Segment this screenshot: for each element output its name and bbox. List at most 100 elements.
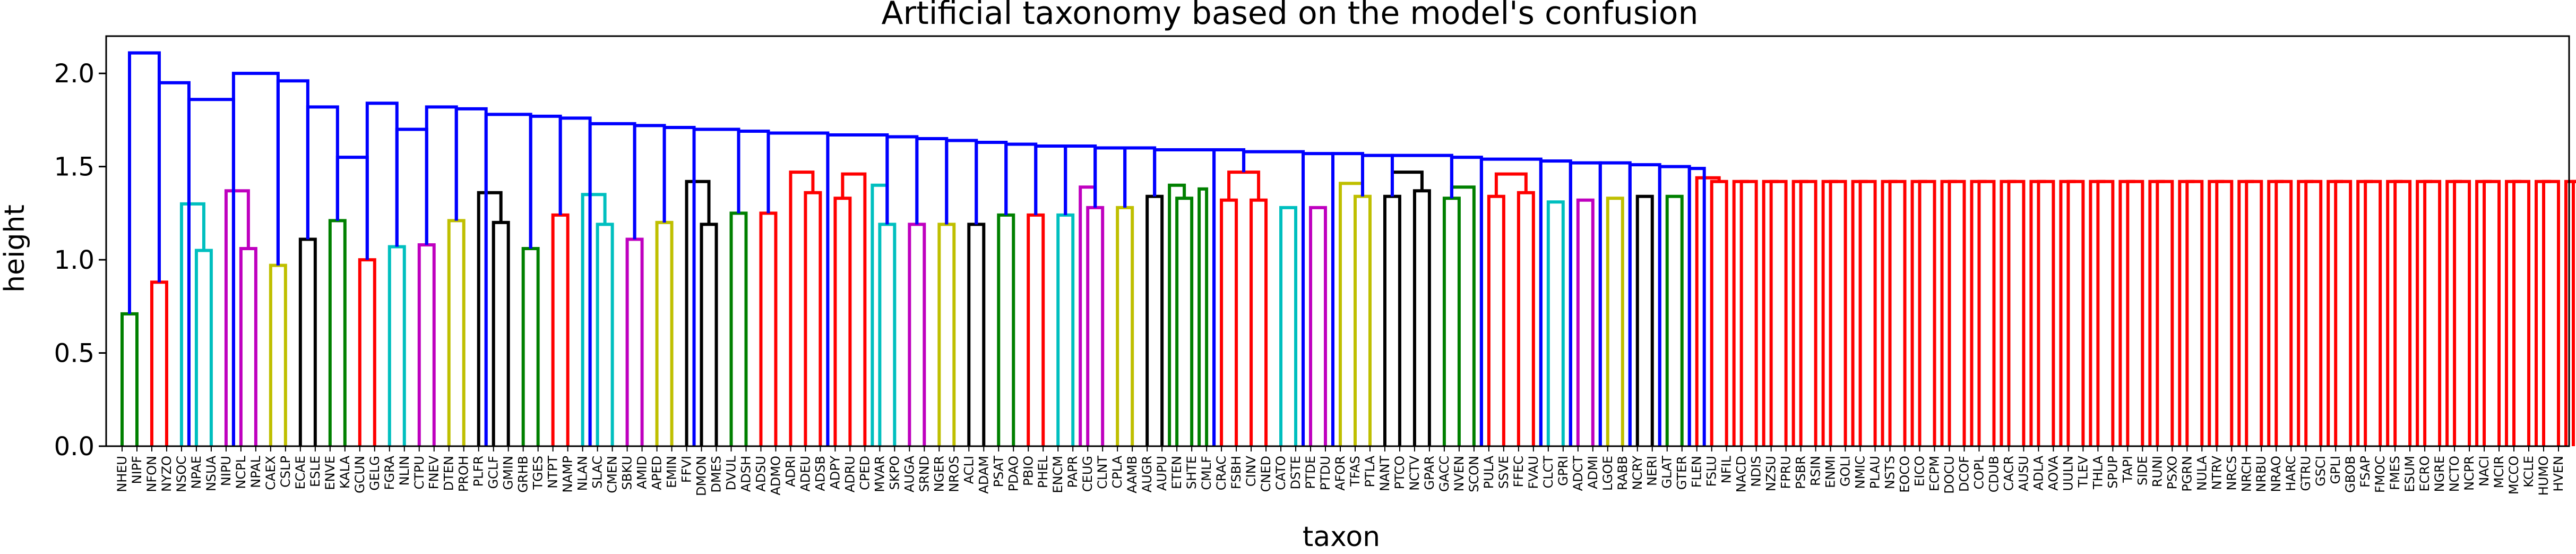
x-tick-label: NGER <box>932 456 946 492</box>
dendrogram-link <box>1227 171 1261 200</box>
x-tick-label: ADAM <box>976 456 991 494</box>
dendrogram-link <box>2156 180 2174 446</box>
x-tick-label: DOCU <box>1942 456 1957 494</box>
dendrogram-link <box>1977 180 1996 446</box>
x-tick-label: NYZO <box>159 456 174 492</box>
dendrogram-link <box>1970 180 1987 446</box>
dendrogram-link <box>1086 206 1105 446</box>
dendrogram-link <box>1145 194 1164 446</box>
dendrogram-link <box>2475 180 2492 446</box>
x-tick-label: RSIN <box>1808 456 1823 486</box>
x-tick-label: NULA <box>2194 455 2209 490</box>
dendrogram-link <box>885 135 919 225</box>
x-tick-label: CAEX <box>263 456 278 490</box>
x-tick-label: DCOF <box>1957 456 1971 492</box>
dendrogram-link <box>2327 180 2344 446</box>
dendrogram-link <box>150 280 168 446</box>
x-tick-label: AUGR <box>1140 456 1155 492</box>
dendrogram-link <box>1197 187 1209 446</box>
x-tick-label: ADSH <box>738 456 753 492</box>
x-tick-label: EOCO <box>1898 456 1912 493</box>
dendrogram-link <box>2000 180 2017 446</box>
dendrogram-link <box>2267 180 2284 446</box>
dendrogram-link <box>1383 194 1401 446</box>
y-axis: 0.0 0.5 1.0 1.5 2.0 <box>54 59 106 462</box>
x-tick-label: MCCO <box>2506 456 2521 495</box>
x-tick-label: GPAR <box>1422 456 1437 490</box>
x-tick-label: GCLF <box>486 456 501 489</box>
x-tick-label: CNED <box>1259 456 1273 492</box>
dendrogram-link <box>2364 180 2382 446</box>
x-tick-label: SBKU <box>620 456 635 490</box>
dendrogram-link <box>1494 172 1528 197</box>
y-tick-label: 1.0 <box>54 245 94 275</box>
dendrogram-link <box>1450 156 1483 446</box>
x-tick-label: FSBH <box>1229 456 1244 489</box>
x-tick-label: GTER <box>1675 456 1690 490</box>
dendrogram-link <box>395 127 428 247</box>
dendrogram-link <box>239 247 257 446</box>
x-tick-label: PDAO <box>1006 456 1021 491</box>
x-tick-label: HVEN <box>2551 456 2566 492</box>
dendrogram-link <box>2089 180 2106 446</box>
x-tick-label: CPLA <box>1110 455 1125 488</box>
x-tick-label: THLA <box>2090 455 2105 490</box>
x-tick-label: AUGA <box>902 455 917 492</box>
x-tick-label: FGRA <box>382 455 397 490</box>
x-tick-label: ADMI <box>1586 456 1600 489</box>
x-tick-label: DTEN <box>442 456 456 491</box>
x-tick-label: NIPF <box>130 456 144 484</box>
x-tick-label: PROH <box>456 456 471 492</box>
dendrogram-link <box>2445 180 2462 446</box>
x-tick-label: DMES <box>709 456 724 493</box>
dendrogram-link <box>1799 180 1817 446</box>
x-tick-label: PSXO <box>2165 456 2179 490</box>
x-tick-label: AUPU <box>1155 456 1169 491</box>
dendrogram-link <box>789 171 815 446</box>
dendrogram-link <box>759 211 778 446</box>
x-tick-label: NDIS <box>1749 456 1764 487</box>
dendrogram-link <box>2393 180 2412 446</box>
x-tick-label: FMES <box>2388 456 2402 490</box>
dendrogram-link <box>157 81 191 446</box>
y-axis-label: height <box>0 204 31 293</box>
x-tick-label: NSOC <box>174 456 189 492</box>
x-tick-label: ADCT <box>1571 456 1586 491</box>
dendrogram-link <box>358 258 376 446</box>
x-tick-label: TFAS <box>1348 456 1363 487</box>
x-tick-label: SHTE <box>1184 456 1199 489</box>
dendrogram-link <box>1450 185 1476 446</box>
dendrogram-link <box>1606 197 1624 446</box>
x-tick-label: HUMO <box>2536 456 2551 496</box>
x-tick-label: TAPI <box>2120 456 2135 483</box>
dendrogram-link <box>2037 180 2055 446</box>
x-tick-label: CPED <box>857 456 872 490</box>
x-tick-label: FLEN <box>1690 456 1704 488</box>
x-tick-label: FPRU <box>1779 456 1794 489</box>
x-tick-label: NCRY <box>1630 456 1645 490</box>
x-tick-label: AFOR <box>1333 456 1348 491</box>
x-tick-label: DMON <box>694 456 709 496</box>
dendrogram-link <box>120 312 139 446</box>
y-tick-label: 1.5 <box>54 152 94 182</box>
dendrogram-link <box>2118 180 2135 446</box>
dendrogram-link <box>194 249 213 446</box>
plot-frame <box>105 35 2570 447</box>
x-tick-label: FVAU <box>1526 456 1541 489</box>
dendrogram-link <box>2126 180 2144 446</box>
x-tick-label: FNEV <box>427 455 442 489</box>
dendrogram-link <box>945 139 978 225</box>
x-tick-label: NROS <box>946 456 961 492</box>
dendrogram-link <box>625 237 644 446</box>
x-tick-label: GBOB <box>2343 456 2358 493</box>
x-tick-label: APED <box>650 456 665 490</box>
dendrogram-link <box>2505 180 2522 446</box>
dendrogram-link <box>2215 180 2234 446</box>
x-tick-label: NIPU <box>219 456 234 486</box>
dendrogram-link <box>1027 213 1045 446</box>
dendrogram-link <box>581 193 607 446</box>
x-tick-label: NSTS <box>1883 456 1898 489</box>
x-tick-label: ADSB <box>813 456 828 491</box>
dendrogram-link <box>2066 180 2085 446</box>
